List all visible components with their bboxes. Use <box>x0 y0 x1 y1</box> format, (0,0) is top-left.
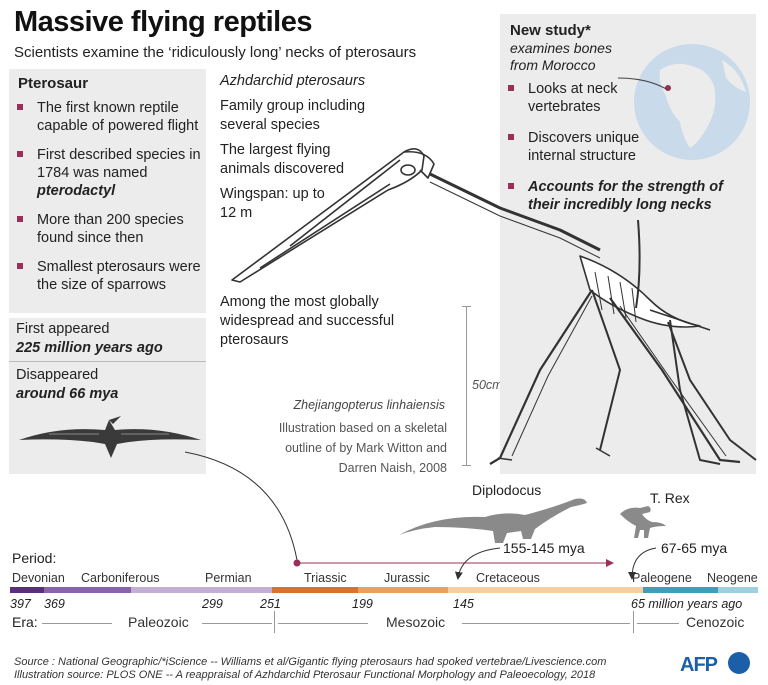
page-title: Massive flying reptiles <box>14 6 312 38</box>
bullet-marker <box>17 151 23 157</box>
period-neogene: Neogene <box>707 571 758 585</box>
trex-silhouette <box>620 506 666 538</box>
study-subheading: examines bones from Morocco <box>510 40 612 73</box>
period-carboniferous: Carboniferous <box>81 571 160 585</box>
diplodocus-label: Diplodocus <box>472 482 542 498</box>
afp-logo: AFP <box>680 652 758 680</box>
period-label: Period: <box>12 550 57 566</box>
bullet-marker <box>508 134 514 140</box>
source-line-1: Source : National Geographic/*iScience -… <box>14 656 607 668</box>
diplodocus-range: 155-145 mya <box>503 540 585 556</box>
finding-item: Accounts for the strength of their incre… <box>506 178 731 214</box>
fact-item: More than 200 species found since then <box>15 211 205 247</box>
timeline-bar <box>10 587 758 593</box>
tick-199: 199 <box>352 597 373 611</box>
era-line-mesozoic-left <box>278 623 368 624</box>
first-appeared-value: 225 million years ago <box>16 340 163 356</box>
era-line-paleozoic-right <box>202 623 272 624</box>
afp-logo-circle <box>728 652 750 674</box>
globe-pointer <box>618 77 669 91</box>
azhdarchid-wingspan: Wingspan: up to 12 m <box>220 186 325 221</box>
period-jurassic: Jurassic <box>384 571 430 585</box>
study-heading: New study* <box>510 22 591 39</box>
divider <box>9 361 206 362</box>
period-permian: Permian <box>205 571 252 585</box>
bullet-marker <box>17 104 23 110</box>
flying-pterosaur-illustration <box>19 416 201 458</box>
bar-cretaceous <box>448 587 643 593</box>
disappeared-label: Disappeared <box>16 367 99 383</box>
first-appeared-label: First appeared <box>16 321 110 337</box>
bar-paleogene <box>643 587 718 593</box>
azhdarchid-family: Family group including several species <box>220 98 366 133</box>
fact-item: First described species in 1784 was name… <box>15 146 205 200</box>
period-devonian: Devonian <box>12 571 65 585</box>
bar-neogene <box>718 587 758 593</box>
era-divider-1 <box>274 611 275 633</box>
azhdarchid-heading: Azhdarchid pterosaurs <box>220 73 366 89</box>
trex-range: 67-65 mya <box>661 540 728 556</box>
pterosaur-facts: The first known reptile capable of power… <box>15 99 205 305</box>
globe-map <box>634 44 750 160</box>
scale-bar-cap-bottom <box>462 465 471 466</box>
era-line-paleozoic-left <box>42 623 112 624</box>
lifespan-box: First appeared 225 million years ago Dis… <box>9 318 206 474</box>
bar-triassic <box>272 587 358 593</box>
species-name: pterodactyl <box>37 183 116 199</box>
bullet-marker <box>17 263 23 269</box>
tick-65: 65 million years ago <box>631 597 743 611</box>
page-subtitle: Scientists examine the ‘ridiculously lon… <box>14 44 417 61</box>
era-label: Era: <box>12 614 38 630</box>
scale-bar <box>466 306 467 466</box>
era-paleozoic: Paleozoic <box>128 614 189 630</box>
pterosaur-heading: Pterosaur <box>18 75 89 92</box>
tick-369: 369 <box>44 597 65 611</box>
pterosaur-skeleton-illustration <box>231 148 757 465</box>
bullet-marker <box>508 85 514 91</box>
bar-devonian <box>10 587 44 593</box>
period-cretaceous: Cretaceous <box>476 571 540 585</box>
finding-item: Discovers unique internal structure <box>506 129 731 165</box>
source-line-2: Illustration source: PLOS ONE -- A reapp… <box>14 669 596 681</box>
trex-label: T. Rex <box>650 490 690 506</box>
tick-397: 397 <box>10 597 31 611</box>
period-paleogene: Paleogene <box>632 571 692 585</box>
era-mesozoic: Mesozoic <box>386 614 446 630</box>
study-findings: Looks at neck vertebrates Discovers uniq… <box>506 80 731 225</box>
azhdarchid-distribution: Among the most globally widespread and s… <box>220 294 395 348</box>
tick-145: 145 <box>453 597 474 611</box>
era-cenozoic: Cenozoic <box>686 614 745 630</box>
diplodocus-silhouette <box>399 498 587 543</box>
fact-item: Smallest pterosaurs were the size of spa… <box>15 258 205 294</box>
period-triassic: Triassic <box>304 571 347 585</box>
era-divider-2 <box>633 611 634 633</box>
azhdarchid-info: Azhdarchid pterosaurs Family group inclu… <box>220 72 390 223</box>
specimen-name: Zhejiangopterus linhaiensis <box>293 398 445 412</box>
tick-299: 299 <box>202 597 223 611</box>
pterosaur-box: Pterosaur The first known reptile capabl… <box>9 69 206 313</box>
bullet-marker <box>17 216 23 222</box>
afp-logo-text: AFP <box>680 654 718 676</box>
bar-permian <box>131 587 272 593</box>
era-line-cenozoic-left <box>637 623 679 624</box>
finding-item: Looks at neck vertebrates <box>506 80 731 116</box>
fact-item: The first known reptile capable of power… <box>15 99 205 135</box>
illustration-credit: Illustration based on a skeletal outline… <box>278 421 447 475</box>
azhdarchid-largest: The largest flying animals discovered <box>220 142 345 177</box>
bar-jurassic <box>358 587 448 593</box>
tick-251: 251 <box>260 597 281 611</box>
disappeared-value: around 66 mya <box>16 386 119 402</box>
scale-label: 50cm <box>472 378 503 392</box>
scale-bar-cap-top <box>462 306 471 307</box>
era-line-mesozoic-right <box>462 623 630 624</box>
bar-carboniferous <box>44 587 131 593</box>
bullet-marker <box>508 183 514 189</box>
